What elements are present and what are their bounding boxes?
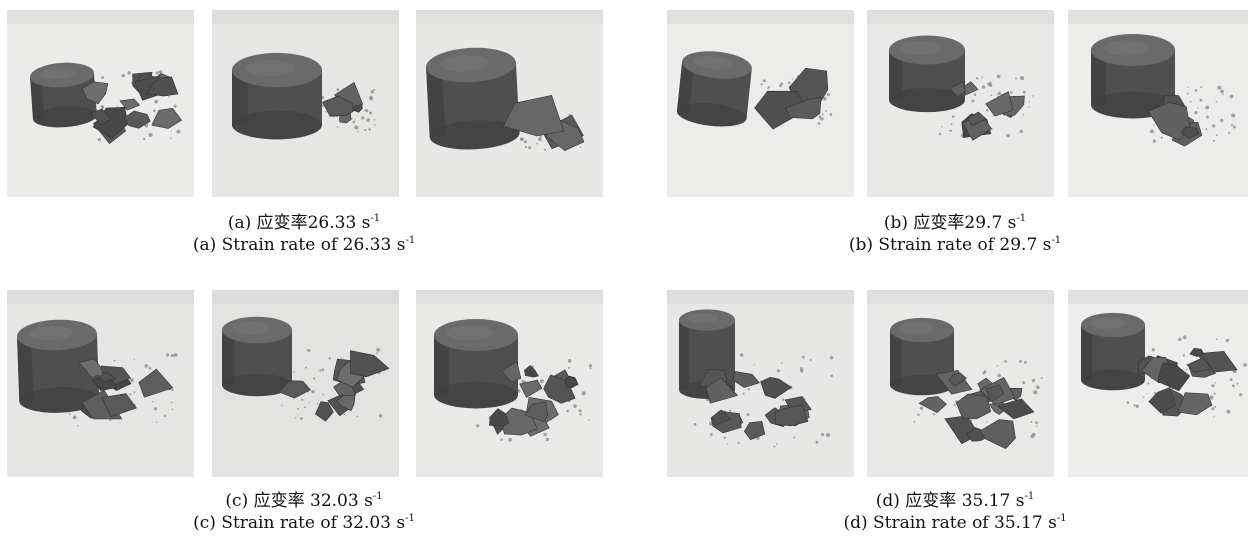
caption-d: (d) 应变率 35.17 s-1 (d) Strain rate of 35.… <box>655 490 1248 534</box>
photo-a-3 <box>416 10 603 197</box>
photo-c-1 <box>7 290 194 477</box>
caption-a-en: (a) Strain rate of 26.33 s-1 <box>192 235 416 255</box>
photo-b-2 <box>867 10 1054 197</box>
caption-a-cn: (a) 应变率26.33 s-1 <box>227 213 381 233</box>
caption-c-en: (c) Strain rate of 32.03 s-1 <box>193 513 415 533</box>
caption-d-en: (d) Strain rate of 35.17 s-1 <box>843 513 1067 533</box>
caption-b: (b) 应变率29.7 s-1 (b) Strain rate of 29.7 … <box>655 212 1248 256</box>
photo-a-1 <box>7 10 194 197</box>
photo-b-1 <box>667 10 854 197</box>
caption-b-en: (b) Strain rate of 29.7 s-1 <box>848 235 1062 255</box>
photo-c-3 <box>416 290 603 477</box>
caption-c: (c) 应变率 32.03 s-1 (c) Strain rate of 32.… <box>4 490 604 534</box>
photo-d-1 <box>667 290 854 477</box>
caption-a: (a) 应变率26.33 s-1 (a) Strain rate of 26.3… <box>4 212 604 256</box>
photo-a-2 <box>212 10 399 197</box>
caption-c-cn: (c) 应变率 32.03 s-1 <box>225 491 383 511</box>
caption-b-cn: (b) 应变率29.7 s-1 <box>883 213 1027 233</box>
photo-d-2 <box>867 290 1054 477</box>
photo-d-3 <box>1068 290 1248 477</box>
caption-d-cn: (d) 应变率 35.17 s-1 <box>875 491 1035 511</box>
photo-c-2 <box>212 290 399 477</box>
photo-b-3 <box>1068 10 1248 197</box>
